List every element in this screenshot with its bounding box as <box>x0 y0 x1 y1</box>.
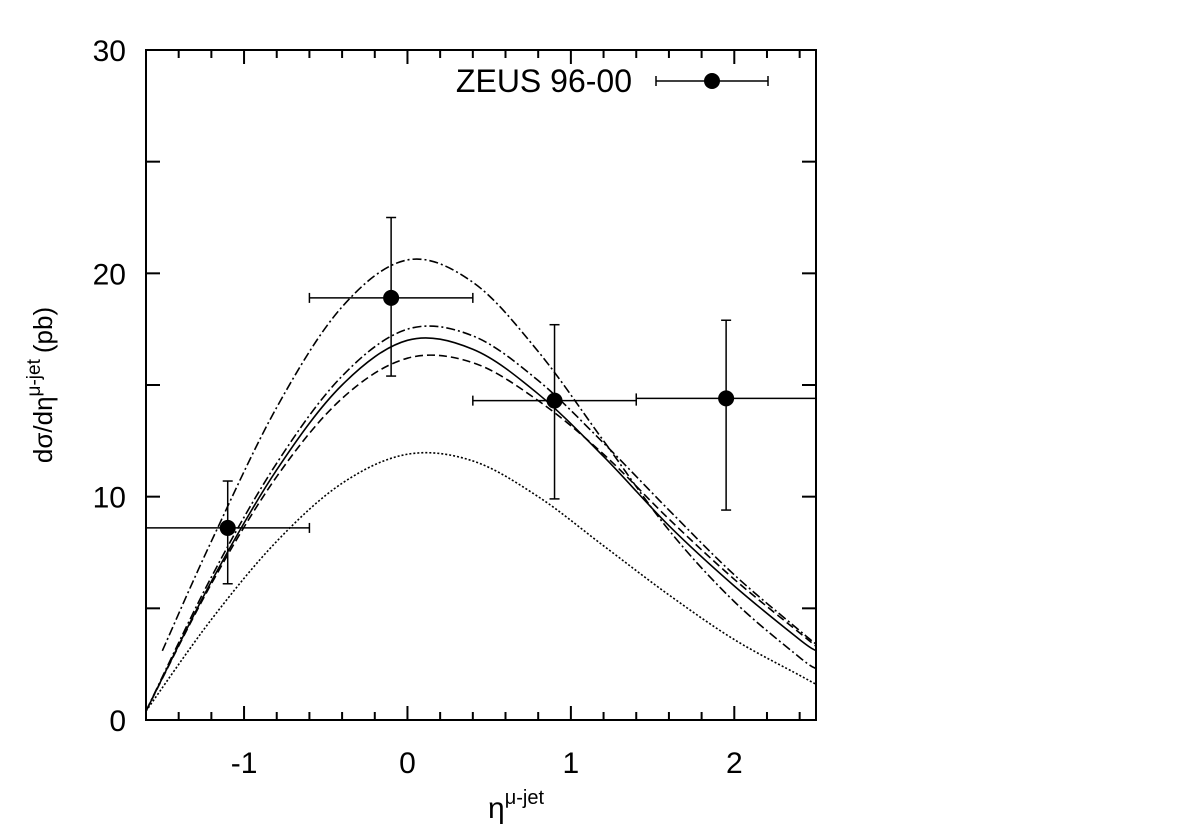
theory-curve <box>145 451 817 712</box>
y-label-sup: μ-jet <box>24 358 45 396</box>
data-point <box>546 392 563 409</box>
y-tick-label: 30 <box>93 35 126 68</box>
x-tick-label: 0 <box>399 747 416 780</box>
theory-curve <box>161 258 817 670</box>
y-tick-label: 0 <box>109 705 126 738</box>
x-axis-label: ημ-jet <box>488 787 544 825</box>
y-label-unit: (pb) <box>28 307 58 353</box>
x-tick-label: -1 <box>231 747 258 780</box>
data-point <box>718 390 735 407</box>
data-point <box>219 519 236 536</box>
legend-marker <box>704 73 720 89</box>
y-axis-label: dσ/dημ-jet (pb) <box>24 307 58 463</box>
y-tick-label: 20 <box>93 258 126 291</box>
theory-curve <box>145 325 817 712</box>
plot-frame <box>145 49 817 721</box>
y-tick-label: 10 <box>93 482 126 515</box>
x-tick-label: 1 <box>563 747 580 780</box>
y-label-main: dσ/dη <box>28 396 58 463</box>
x-tick-label: 2 <box>726 747 743 780</box>
x-label-main: η <box>488 792 505 825</box>
theory-curve <box>145 337 817 712</box>
theory-curve <box>145 354 817 712</box>
data-point <box>383 289 400 306</box>
x-label-sup: μ-jet <box>505 787 545 809</box>
legend-label: ZEUS 96-00 <box>456 63 632 99</box>
